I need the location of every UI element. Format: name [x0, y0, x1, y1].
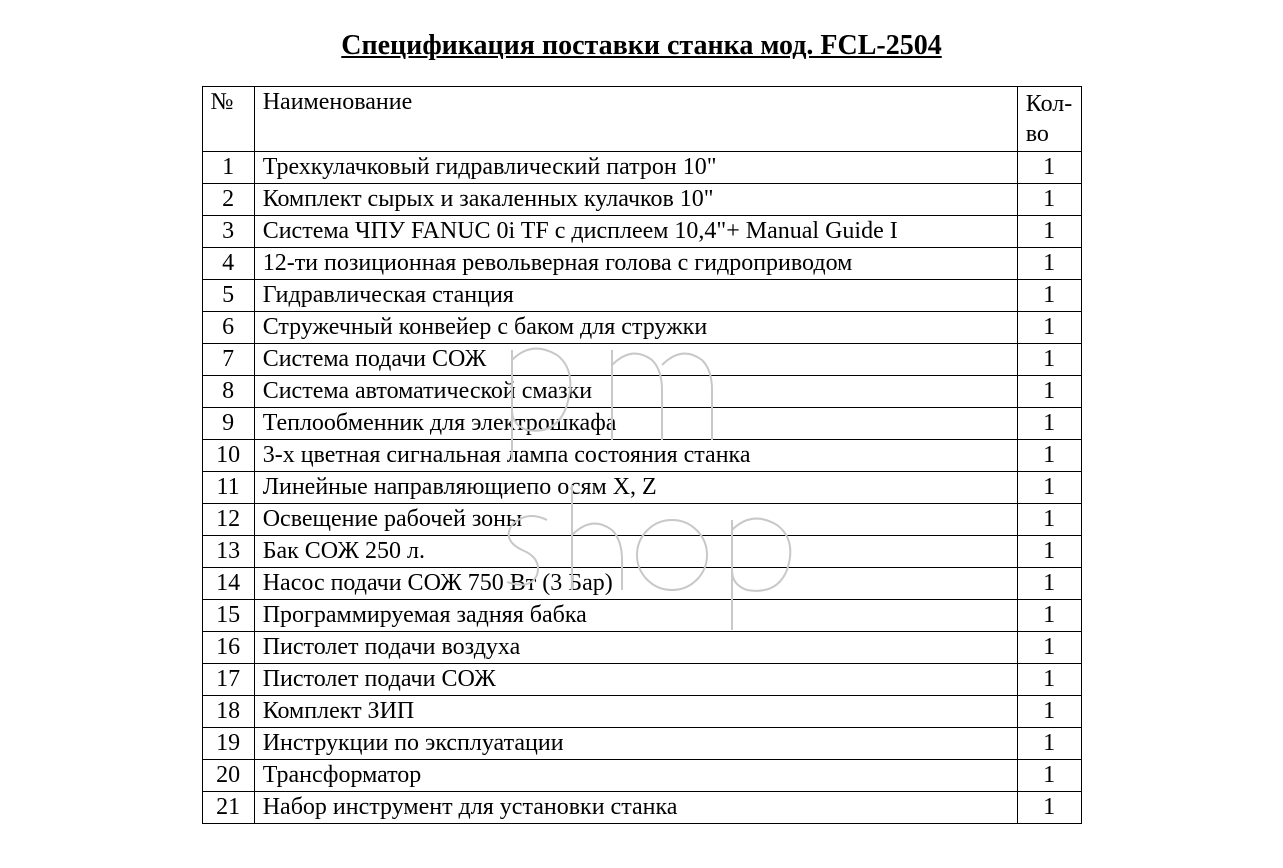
table-row: 6Стружечный конвейер с баком для стружки…: [202, 312, 1081, 344]
cell-name: Комплект ЗИП: [254, 696, 1017, 728]
table-row: 7Система подачи СОЖ1: [202, 344, 1081, 376]
cell-qty: 1: [1017, 568, 1081, 600]
cell-qty: 1: [1017, 728, 1081, 760]
cell-name: 12-ти позиционная револьверная голова с …: [254, 248, 1017, 280]
table-row: 12Освещение рабочей зоны1: [202, 504, 1081, 536]
cell-name: Бак СОЖ 250 л.: [254, 536, 1017, 568]
cell-name: Пистолет подачи воздуха: [254, 632, 1017, 664]
cell-qty: 1: [1017, 760, 1081, 792]
cell-name: Теплообменник для электрошкафа: [254, 408, 1017, 440]
table-row: 11Линейные направляющиепо осям X, Z1: [202, 472, 1081, 504]
cell-num: 16: [202, 632, 254, 664]
cell-num: 3: [202, 216, 254, 248]
table-row: 1Трехкулачковый гидравлический патрон 10…: [202, 152, 1081, 184]
header-num: №: [202, 87, 254, 152]
table-row: 412-ти позиционная револьверная голова с…: [202, 248, 1081, 280]
cell-num: 17: [202, 664, 254, 696]
table-row: 15Программируемая задняя бабка1: [202, 600, 1081, 632]
cell-num: 4: [202, 248, 254, 280]
cell-name: Система ЧПУ FANUC 0i TF с дисплеем 10,4"…: [254, 216, 1017, 248]
cell-name: Стружечный конвейер с баком для стружки: [254, 312, 1017, 344]
header-qty: Кол-во: [1017, 87, 1081, 152]
table-row: 17Пистолет подачи СОЖ1: [202, 664, 1081, 696]
cell-name: Система автоматической смазки: [254, 376, 1017, 408]
table-row: 16Пистолет подачи воздуха1: [202, 632, 1081, 664]
cell-qty: 1: [1017, 408, 1081, 440]
cell-name: 3-х цветная сигнальная лампа состояния с…: [254, 440, 1017, 472]
cell-qty: 1: [1017, 312, 1081, 344]
cell-qty: 1: [1017, 152, 1081, 184]
specification-table: № Наименование Кол-во 1Трехкулачковый ги…: [202, 86, 1082, 824]
cell-name: Освещение рабочей зоны: [254, 504, 1017, 536]
cell-qty: 1: [1017, 536, 1081, 568]
table-row: 21Набор инструмент для установки станка1: [202, 792, 1081, 824]
cell-name: Набор инструмент для установки станка: [254, 792, 1017, 824]
cell-num: 20: [202, 760, 254, 792]
table-header-row: № Наименование Кол-во: [202, 87, 1081, 152]
cell-name: Гидравлическая станция: [254, 280, 1017, 312]
cell-qty: 1: [1017, 632, 1081, 664]
cell-qty: 1: [1017, 696, 1081, 728]
table-row: 19Инструкции по эксплуатации1: [202, 728, 1081, 760]
cell-name: Комплект сырых и закаленных кулачков 10": [254, 184, 1017, 216]
header-name: Наименование: [254, 87, 1017, 152]
cell-name: Инструкции по эксплуатации: [254, 728, 1017, 760]
cell-qty: 1: [1017, 472, 1081, 504]
cell-num: 9: [202, 408, 254, 440]
cell-num: 15: [202, 600, 254, 632]
cell-num: 18: [202, 696, 254, 728]
cell-num: 1: [202, 152, 254, 184]
cell-num: 5: [202, 280, 254, 312]
cell-qty: 1: [1017, 664, 1081, 696]
cell-qty: 1: [1017, 216, 1081, 248]
cell-name: Система подачи СОЖ: [254, 344, 1017, 376]
cell-qty: 1: [1017, 184, 1081, 216]
cell-name: Трехкулачковый гидравлический патрон 10": [254, 152, 1017, 184]
cell-qty: 1: [1017, 344, 1081, 376]
cell-qty: 1: [1017, 504, 1081, 536]
cell-name: Пистолет подачи СОЖ: [254, 664, 1017, 696]
cell-num: 2: [202, 184, 254, 216]
cell-name: Линейные направляющиепо осям X, Z: [254, 472, 1017, 504]
table-row: 8Система автоматической смазки1: [202, 376, 1081, 408]
cell-num: 21: [202, 792, 254, 824]
table-row: 103-х цветная сигнальная лампа состояния…: [202, 440, 1081, 472]
cell-num: 8: [202, 376, 254, 408]
table-row: 9Теплообменник для электрошкафа1: [202, 408, 1081, 440]
table-row: 13Бак СОЖ 250 л.1: [202, 536, 1081, 568]
cell-num: 11: [202, 472, 254, 504]
cell-qty: 1: [1017, 792, 1081, 824]
table-row: 2Комплект сырых и закаленных кулачков 10…: [202, 184, 1081, 216]
cell-qty: 1: [1017, 440, 1081, 472]
cell-num: 10: [202, 440, 254, 472]
table-row: 18Комплект ЗИП1: [202, 696, 1081, 728]
cell-name: Трансформатор: [254, 760, 1017, 792]
table-row: 14Насос подачи СОЖ 750 Вт (3 Бар)1: [202, 568, 1081, 600]
table-row: 20Трансформатор1: [202, 760, 1081, 792]
table-row: 3Система ЧПУ FANUC 0i TF с дисплеем 10,4…: [202, 216, 1081, 248]
cell-num: 7: [202, 344, 254, 376]
cell-name: Программируемая задняя бабка: [254, 600, 1017, 632]
cell-name: Насос подачи СОЖ 750 Вт (3 Бар): [254, 568, 1017, 600]
cell-num: 6: [202, 312, 254, 344]
cell-num: 14: [202, 568, 254, 600]
page-title: Спецификация поставки станка мод. FCL-25…: [0, 30, 1283, 62]
cell-num: 19: [202, 728, 254, 760]
cell-num: 12: [202, 504, 254, 536]
table-row: 5Гидравлическая станция1: [202, 280, 1081, 312]
cell-qty: 1: [1017, 248, 1081, 280]
cell-qty: 1: [1017, 376, 1081, 408]
cell-qty: 1: [1017, 600, 1081, 632]
cell-qty: 1: [1017, 280, 1081, 312]
cell-num: 13: [202, 536, 254, 568]
